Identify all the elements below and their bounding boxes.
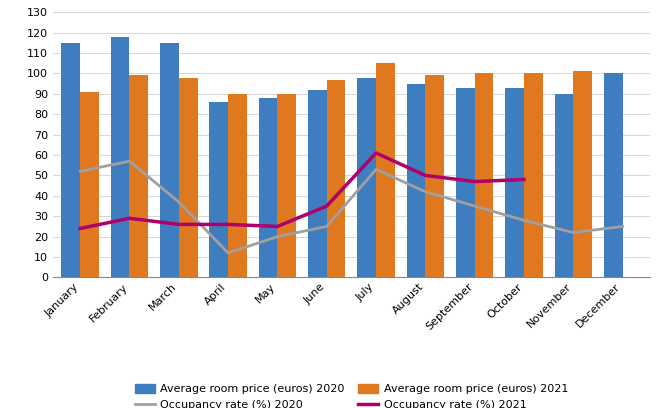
Bar (357, 78, 376, 277)
Bar (129, 75, 149, 277)
Bar (573, 71, 592, 277)
Bar (228, 94, 247, 277)
Bar (426, 75, 444, 277)
Bar (505, 88, 524, 277)
Bar (111, 37, 129, 277)
Bar (376, 63, 394, 277)
Bar (259, 98, 277, 277)
Bar (62, 43, 80, 277)
Legend: Average room price (euros) 2020, Occupancy rate (%) 2020, Average room price (eu: Average room price (euros) 2020, Occupan… (135, 384, 568, 408)
Bar (308, 90, 327, 277)
Bar (554, 94, 573, 277)
Bar (210, 102, 228, 277)
Bar (524, 73, 543, 277)
Bar (179, 78, 198, 277)
Bar (456, 88, 475, 277)
Bar (406, 84, 426, 277)
Bar (604, 73, 623, 277)
Bar (475, 73, 493, 277)
Bar (327, 80, 345, 277)
Bar (277, 94, 296, 277)
Bar (80, 92, 99, 277)
Bar (160, 43, 179, 277)
